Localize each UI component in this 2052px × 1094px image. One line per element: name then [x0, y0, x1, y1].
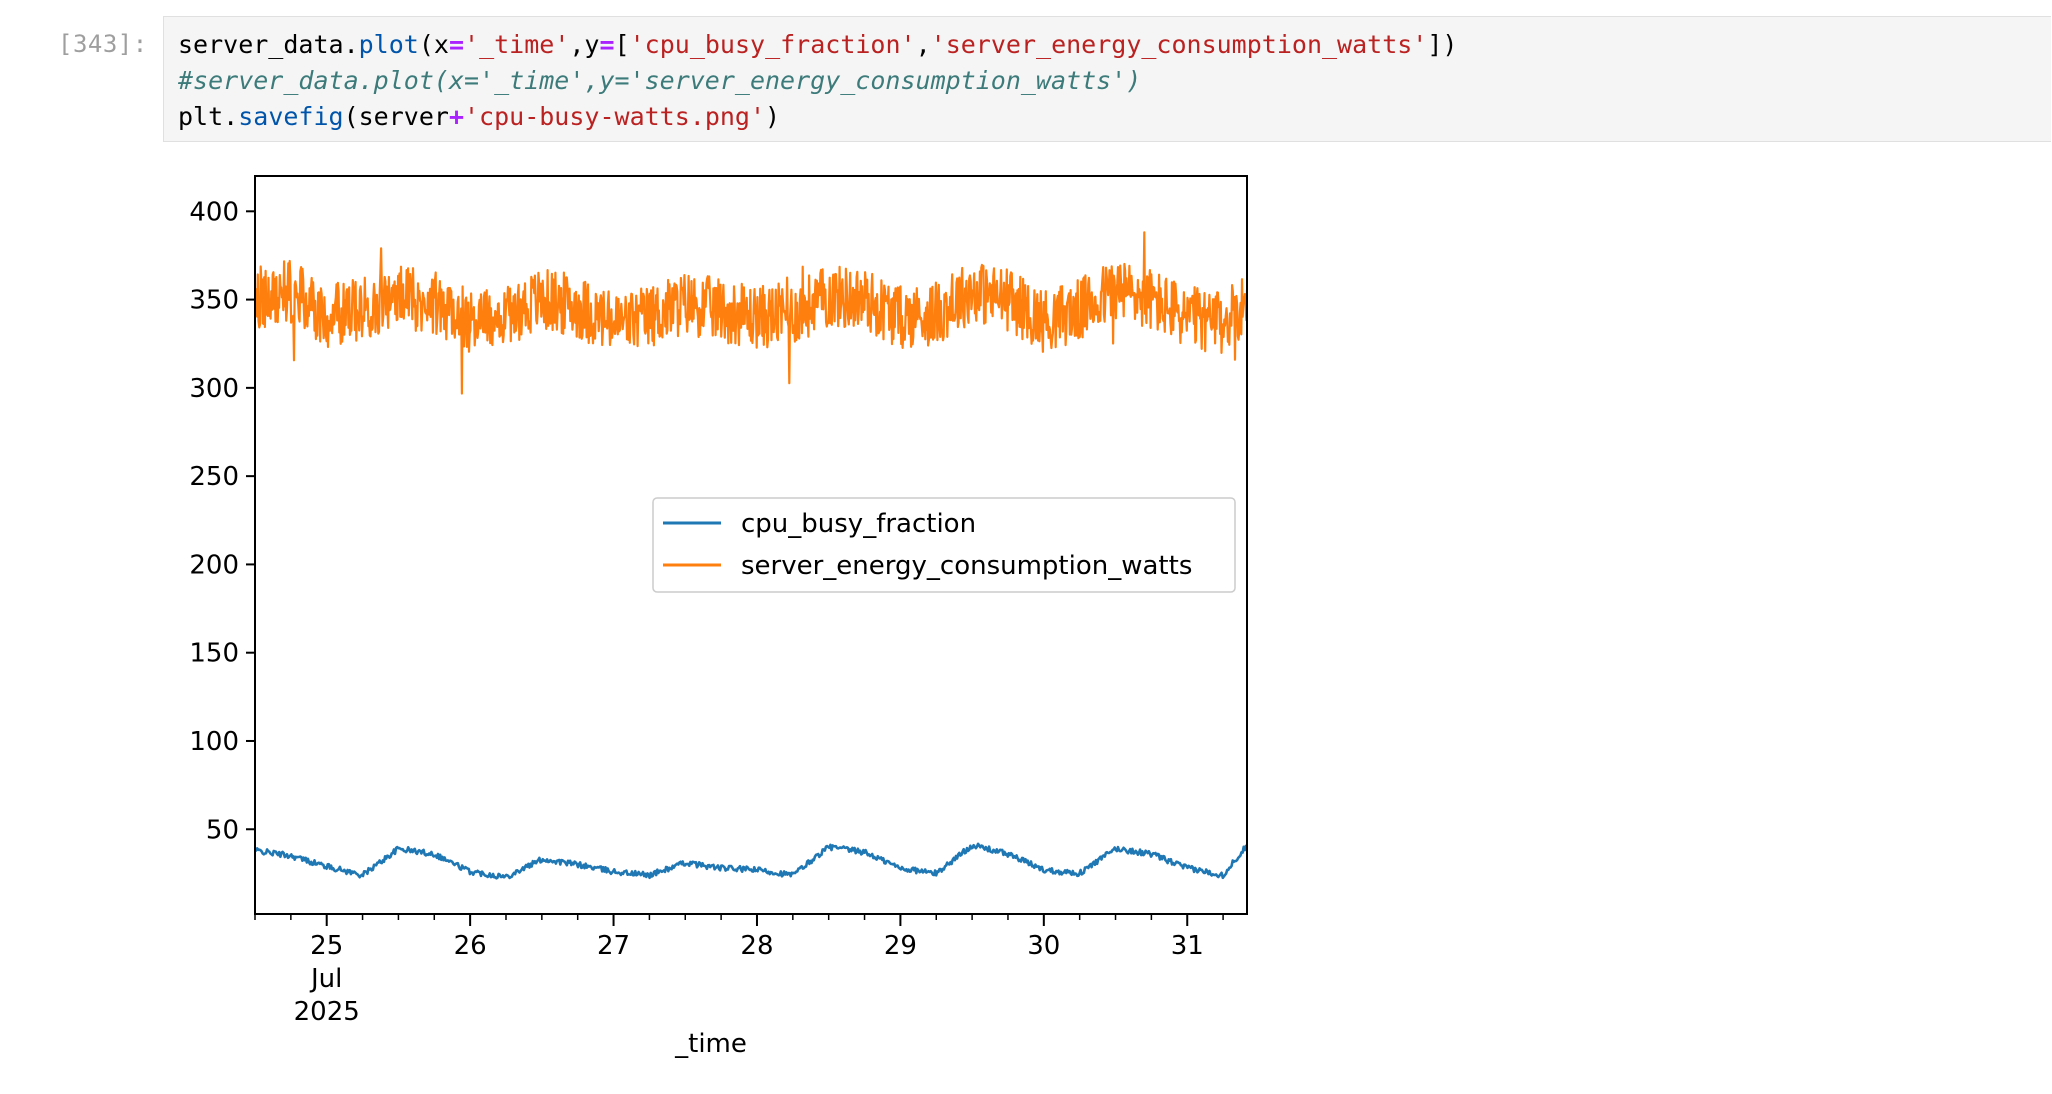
series-line-cpu-busy-fraction: [255, 842, 1247, 880]
y-axis: 50 100 150 200 250 300 350 400: [189, 197, 255, 845]
legend-box: [652, 497, 1236, 593]
code-line: #server_data.plot(x='_time',y='server_en…: [178, 63, 2037, 99]
code-token: ,: [915, 30, 931, 59]
code-token: (x: [418, 30, 449, 59]
code-line: plt.savefig(server+'cpu-busy-watts.png'): [178, 99, 2037, 135]
code-comment: #server_data.plot(x='_time',y='server_en…: [178, 66, 1142, 95]
x-tick-label: 25: [310, 931, 343, 961]
x-tick-label: 31: [1171, 931, 1204, 961]
code-token: ): [765, 102, 781, 131]
execution-count-prompt: [343]:: [58, 30, 148, 58]
axes-frame: [254, 175, 1248, 915]
x-tick-label: 26: [454, 931, 487, 961]
series-line-server-energy-consumption-watts: [255, 231, 1247, 395]
code-token: [: [614, 30, 630, 59]
y-tick-label: 50: [206, 815, 239, 845]
code-token: (server: [343, 102, 449, 131]
code-token: =: [448, 30, 465, 59]
code-token: ,y: [569, 30, 600, 59]
code-token: 'cpu_busy_fraction': [629, 30, 916, 59]
x-tick-label: 30: [1027, 931, 1060, 961]
y-tick-label: 300: [189, 374, 239, 404]
code-token: '_time': [464, 30, 570, 59]
y-tick-label: 400: [189, 197, 239, 227]
code-line: server_data.plot(x='_time',y=['cpu_busy_…: [178, 27, 2037, 63]
cell-output-area: 50 100 150 200 250 300 350 400 25 Jul 2025 26 27 28 2…: [163, 150, 2052, 1080]
y-tick-label: 200: [189, 550, 239, 580]
x-tick-label: Jul: [309, 964, 342, 994]
x-axis-label: _time: [674, 1029, 747, 1059]
code-token: 'server_energy_consumption_watts': [930, 30, 1428, 59]
x-tick-label: 2025: [294, 997, 360, 1027]
y-tick-label: 350: [189, 286, 239, 316]
code-token: =: [599, 30, 615, 59]
y-tick-label: 100: [189, 727, 239, 757]
x-tick-label: 29: [884, 931, 917, 961]
legend-label-cpu-busy-fraction: cpu_busy_fraction: [741, 509, 976, 539]
y-tick-label: 250: [189, 462, 239, 492]
legend-label-server-energy-consumption-watts: server_energy_consumption_watts: [741, 551, 1192, 581]
code-token: plt.: [178, 102, 239, 131]
code-token: plot: [358, 30, 419, 59]
plot-lines: [255, 231, 1247, 880]
code-token: savefig: [238, 102, 344, 131]
code-token: server_data.: [178, 30, 359, 59]
code-token: ]): [1427, 30, 1458, 59]
code-token: 'cpu-busy-watts.png': [464, 102, 766, 131]
legend: cpu_busy_fraction server_energy_consumpt…: [652, 497, 1236, 593]
code-cell-editor[interactable]: server_data.plot(x='_time',y=['cpu_busy_…: [163, 16, 2051, 142]
x-tick-label: 28: [740, 931, 773, 961]
y-tick-label: 150: [189, 639, 239, 669]
code-token: +: [448, 102, 464, 131]
x-tick-label: 27: [597, 931, 630, 961]
